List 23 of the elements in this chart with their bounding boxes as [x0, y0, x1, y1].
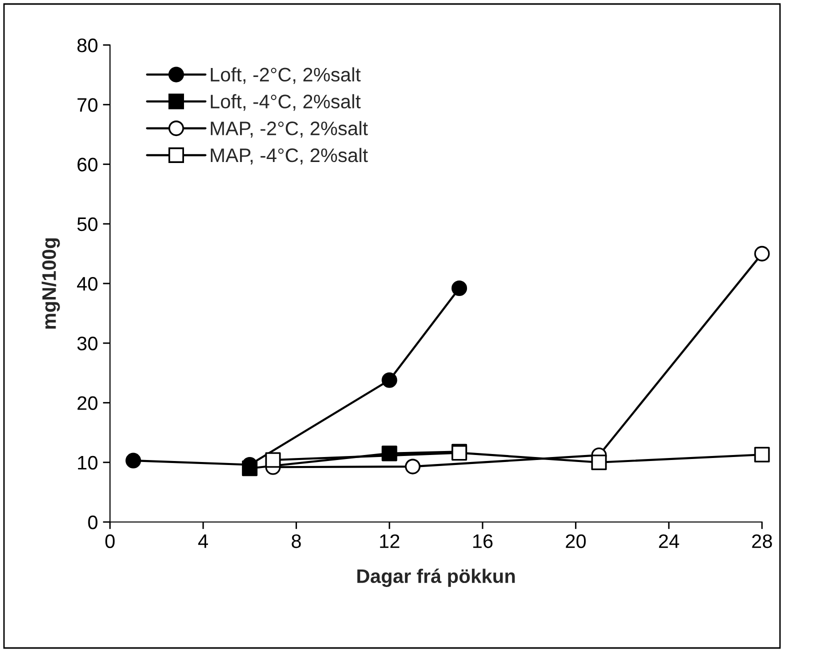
x-tick-label: 12: [380, 534, 400, 548]
x-tick-label: 0: [105, 534, 115, 548]
legend-label: Loft, -2°C, 2%salt: [210, 67, 361, 84]
y-tick-label: 50: [77, 217, 98, 232]
x-tick-label: 16: [473, 534, 493, 548]
x-tick-label: 4: [198, 534, 208, 548]
y-tick-label: 0: [88, 515, 98, 530]
y-tick-label: 80: [77, 38, 98, 52]
y-tick-label: 70: [78, 98, 98, 112]
x-tick-label: 8: [292, 534, 301, 548]
legend-label: MAP, -2°C, 2%salt: [210, 121, 368, 138]
y-tick-label: 20: [78, 396, 98, 410]
y-tick-label: 60: [78, 158, 98, 172]
legend-label: MAP, -4°C, 2%salt: [210, 148, 368, 164]
y-tick-label: 10: [78, 456, 98, 470]
x-tick-label: 28: [752, 534, 772, 548]
y-axis-title: mgN/100g: [42, 238, 60, 329]
y-tick-label: 30: [77, 336, 98, 350]
x-tick-label: 20: [566, 534, 586, 548]
x-axis-title: Dagar frá pökkun: [357, 568, 515, 587]
x-tick-label: 24: [659, 534, 680, 548]
legend-label: Loft, -4°C, 2%salt: [210, 94, 361, 111]
y-tick-label: 40: [77, 276, 98, 291]
